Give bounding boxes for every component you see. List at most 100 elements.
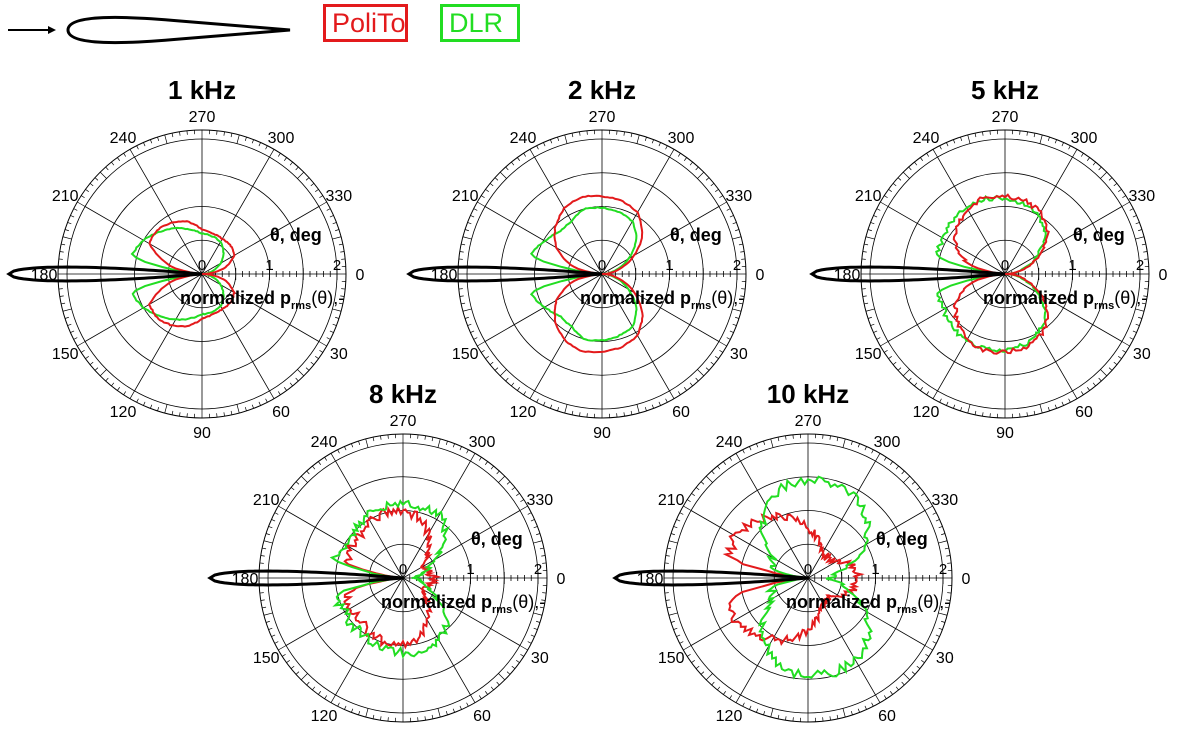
angle-tick xyxy=(749,705,752,710)
angle-tick xyxy=(763,440,766,445)
angle-tick xyxy=(857,708,860,713)
angle-tick xyxy=(489,183,494,187)
grid-spoke xyxy=(807,577,876,696)
angle-tick xyxy=(935,519,940,522)
radial-axis-label: normalized prms(θ),- xyxy=(786,592,950,616)
angle-tick xyxy=(59,295,64,297)
angle-tick xyxy=(697,369,705,377)
angle-tick xyxy=(700,671,705,675)
angle-tick xyxy=(1118,356,1122,359)
angle-tick xyxy=(340,295,345,297)
angle-tick-label: 150 xyxy=(253,650,280,667)
angle-tick xyxy=(875,453,881,462)
angle-tick xyxy=(277,153,281,157)
angle-tick xyxy=(865,308,875,312)
angle-tick xyxy=(1039,404,1043,414)
angle-tick xyxy=(742,702,745,707)
angle-tick xyxy=(459,251,464,253)
angle-tick xyxy=(73,337,78,340)
radial-tick-label: 0 xyxy=(1001,257,1009,274)
angle-tick xyxy=(677,153,681,157)
angle-tick xyxy=(337,449,340,454)
angle-tick xyxy=(516,660,520,663)
angle-tick xyxy=(705,367,710,371)
angle-tick xyxy=(284,157,287,161)
radial-axis-label: normalized prms(θ),- xyxy=(983,288,1147,312)
angle-tick xyxy=(461,243,466,246)
angle-tick xyxy=(944,547,949,550)
angle-tick xyxy=(763,711,766,716)
flow-arrow-icon xyxy=(8,26,56,34)
angle-tick xyxy=(89,361,94,365)
angle-tick-label: 330 xyxy=(1128,188,1155,205)
angle-tick xyxy=(81,349,85,353)
angle-tick xyxy=(705,177,710,181)
angle-tick xyxy=(499,171,507,179)
angle-tick xyxy=(485,691,488,695)
angle-tick xyxy=(630,410,633,415)
angle-tick xyxy=(665,599,670,601)
angle-tick xyxy=(1098,166,1102,171)
angle-tick xyxy=(876,337,881,340)
angle-tick-label: 180 xyxy=(431,267,458,284)
angle-tick xyxy=(732,222,737,225)
angle-tick xyxy=(687,499,691,503)
radial-tick-label: 1 xyxy=(665,257,673,274)
angle-tick xyxy=(223,412,225,417)
angle-tick xyxy=(290,665,295,669)
angle-tick xyxy=(81,195,85,199)
airfoil-icon xyxy=(66,15,291,45)
angle-tick xyxy=(129,390,135,399)
angle-tick xyxy=(523,391,527,395)
angle-tick xyxy=(676,519,681,522)
angle-tick xyxy=(489,361,494,365)
angle-tick xyxy=(880,201,889,207)
angle-tick-label: 60 xyxy=(878,708,896,725)
angle-tick xyxy=(770,438,774,448)
angle-tick xyxy=(284,387,287,391)
angle-tick xyxy=(926,153,930,157)
angle-tick xyxy=(365,708,369,718)
angle-tick xyxy=(332,323,337,326)
angle-tick-label: 120 xyxy=(716,708,743,725)
angle-tick xyxy=(244,136,247,141)
angle-tick xyxy=(871,449,874,454)
angle-tick xyxy=(424,716,426,721)
angle-tick xyxy=(338,243,343,246)
theta-axis-label: θ, deg xyxy=(471,529,523,549)
radial-tick-label: 0 xyxy=(804,561,812,578)
angle-tick xyxy=(164,404,168,414)
polar-chart: 0 30 60 90 120 150 180 210 240 270 300 330 0 1 2 θ, deg… xyxy=(406,75,765,442)
angle-tick xyxy=(105,166,109,171)
chart-title: 5 kHz xyxy=(971,75,1039,105)
angle-tick-label: 210 xyxy=(855,188,882,205)
angle-tick xyxy=(344,446,347,451)
angle-tick xyxy=(785,435,787,440)
angle-tick xyxy=(717,686,721,691)
angle-tick-label: 210 xyxy=(452,188,479,205)
angle-tick xyxy=(705,475,713,483)
angle-tick xyxy=(1135,236,1145,240)
angle-tick xyxy=(62,308,72,312)
angle-tick xyxy=(938,540,948,544)
angle-tick xyxy=(358,711,361,716)
angle-tick xyxy=(295,166,299,171)
angle-tick xyxy=(857,443,860,448)
grid-spoke xyxy=(601,273,670,392)
angle-tick xyxy=(541,599,546,601)
angle-tick xyxy=(179,412,181,417)
angle-tick xyxy=(1108,367,1113,371)
angle-tick xyxy=(340,251,345,253)
angle-tick xyxy=(244,407,247,412)
angle-tick xyxy=(684,387,687,391)
angle-tick xyxy=(1122,349,1126,353)
angle-tick xyxy=(732,236,742,240)
angle-tick-label: 300 xyxy=(268,130,295,147)
angle-tick xyxy=(85,189,89,192)
angle-tick xyxy=(473,337,478,340)
angle-tick xyxy=(670,620,675,623)
legend-dlr: DLR xyxy=(440,4,520,42)
angle-tick xyxy=(529,390,535,399)
angle-tick xyxy=(490,686,494,691)
angle-tick xyxy=(59,251,64,253)
